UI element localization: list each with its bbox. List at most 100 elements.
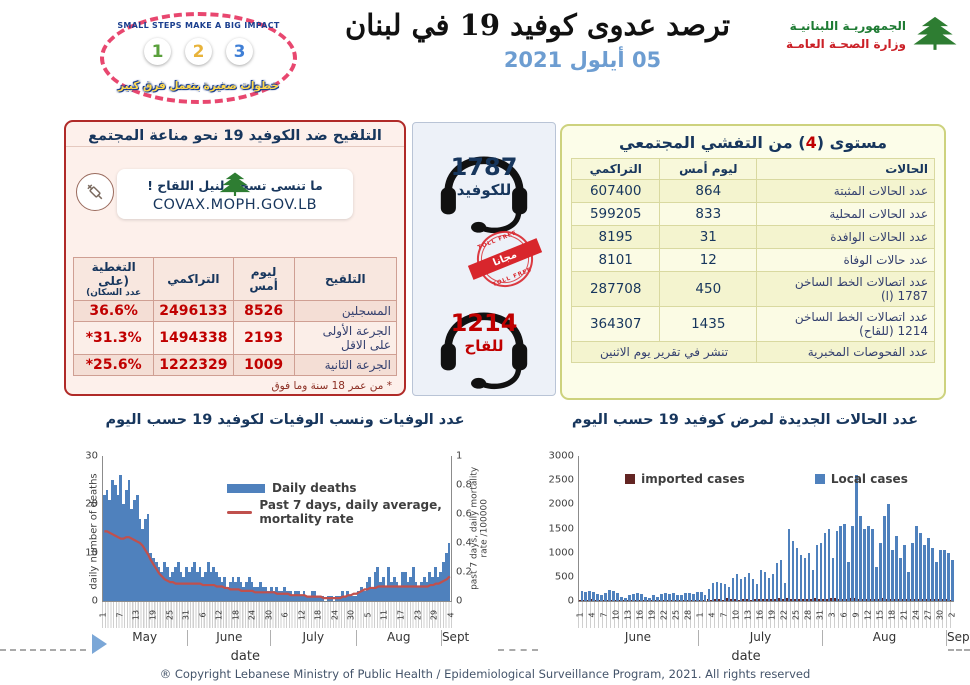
moph-logo-line2: وزارة الصحـة العامـة	[785, 37, 906, 51]
deaths-xaxis-ticks: 1 7 13 19 25 31 6 12 18 24 30 6 12 18 24 30 5 11 17 23 29 4	[99, 602, 455, 628]
row-yesterday: 31	[659, 225, 758, 249]
covid-hotline-number: 1787	[450, 153, 518, 181]
dashed-guide-left	[0, 649, 86, 651]
imported-cases-swatch	[625, 474, 636, 484]
dashed-guide-right	[948, 649, 970, 651]
row-cumulative: 607400	[570, 179, 661, 203]
deaths-chart-legend: Daily deaths Past 7 days, daily average,…	[223, 476, 451, 531]
row-label: المسجلين	[293, 300, 398, 322]
moph-logo: الجمهوريـة اللبنانيـة وزارة الصحـة العام…	[786, 14, 958, 56]
deaths-yaxis-label: daily number of deaths	[88, 473, 100, 590]
headset-icon	[440, 312, 528, 390]
row-cumulative: 1222329	[153, 354, 234, 376]
vaccination-panel: التلقيح ضد الكوفيد 19 نحو مناعة المجتمع	[64, 120, 406, 396]
badge-steps: 1 2 3	[96, 38, 301, 65]
dashed-guide-middle	[498, 649, 538, 651]
row-yesterday: 8526	[232, 300, 295, 322]
small-steps-badge: SMALL STEPS MAKE A BIG IMPACT 1 2 3 خطوا…	[96, 8, 301, 108]
covax-area: ما تنسى تسجل لنيل اللقاح ! COVAX.MOPH.GO…	[66, 169, 404, 257]
row-label: عدد اتصالات الخط الساخن 1787 (ا)	[756, 271, 935, 307]
row-yesterday: 1435	[659, 306, 758, 342]
local-cases-swatch	[814, 474, 825, 484]
vaccination-panel-title: التلقيح ضد الكوفيد 19 نحو مناعة المجتمع	[66, 122, 404, 147]
slide-arrow-icon	[92, 634, 107, 654]
table-row: الجرعة الثانية 1009 1222329 *25.6%	[72, 354, 398, 376]
mortality-yaxis-label: past 7 days, daily mortality rate /10000…	[469, 466, 490, 590]
col-yesterday: ليوم أمس	[232, 257, 295, 301]
table-row: عدد الحالات المحلية 833 599205	[570, 202, 935, 226]
covid-hotline-label: للكوفيد	[456, 181, 512, 199]
deaths-chart: daily number of deaths past 7 days, dail…	[60, 438, 512, 666]
row-cumulative: 1494338	[153, 321, 234, 355]
row-coverage: *31.3%	[72, 321, 155, 355]
row-cumulative: 364307	[570, 306, 661, 342]
cases-chart: imported cases Local cases 0 500 1000 1500 2…	[528, 438, 970, 666]
outbreak-panel: مستوى (4) من التفشي المجتمعي الحالات ليو…	[560, 124, 946, 400]
vaccine-hotline: 1214 للقاح	[425, 285, 543, 393]
row-note: تنشر في تقرير يوم الاثنين	[570, 341, 758, 363]
col-cumulative: التراكمي	[570, 158, 661, 180]
table-row: المسجلين 8526 2496133 36.6%	[72, 300, 398, 322]
covid-hotline: 1787 للكوفيد	[425, 129, 543, 237]
mortality-rate-line	[103, 456, 451, 601]
deaths-month-labels: May June July Aug Sept	[132, 630, 470, 646]
badge-ring	[100, 12, 297, 104]
legend-daily-deaths: Daily deaths	[272, 481, 357, 495]
table-row: عدد حالات الوفاة 12 8101	[570, 248, 935, 272]
copyright-text: ® Copyright Lebanese Ministry of Public …	[159, 667, 811, 681]
col-cases: الحالات	[756, 158, 935, 180]
vaccination-table: التلقيح ليوم أمس التراكمي التغطية (على عد…	[72, 257, 398, 376]
outbreak-panel-title: مستوى (4) من التفشي المجتمعي	[619, 133, 887, 152]
table-row: عدد الحالات المثبتة 864 607400	[570, 179, 935, 203]
col-yesterday: ليوم أمس	[659, 158, 758, 180]
moph-logo-text: الجمهوريـة اللبنانيـة وزارة الصحـة العام…	[786, 17, 906, 53]
row-yesterday: 2193	[232, 321, 295, 355]
col-cumulative: التراكمي	[153, 257, 234, 301]
table-row: الجرعة الأولى على الاقل 2193 1494338 *31…	[72, 321, 398, 355]
vaccination-footnote: * من عمر 18 سنة وما فوق	[271, 380, 392, 392]
step-3-icon: 3	[226, 38, 253, 65]
vaccine-hotline-label: للقاح	[464, 337, 504, 355]
legend-local-cases: Local cases	[830, 472, 908, 486]
cases-xaxis-ticks: 1 4 7 10 13 16 19 22 25 28 1 4 7 10 13 16 19 22 25 28 31 3 6 9 1…	[575, 602, 957, 628]
table-row: عدد الحالات الوافدة 31 8195	[570, 225, 935, 249]
hotlines-panel: 1787 للكوفيد TOLL FREE مجانا TOLL FREE 1…	[412, 122, 556, 396]
badge-bottom-text: خطوات صغيرة بتعمل فرق كبير	[118, 80, 279, 92]
cases-table: الحالات ليوم أمس التراكمي عدد الحالات ال…	[570, 158, 935, 363]
new-cases-bars	[579, 456, 954, 601]
row-label: عدد الحالات المحلية	[756, 202, 935, 226]
daily-deaths-swatch	[227, 483, 265, 493]
table-row: عدد الفحوصات المخبرية تنشر في تقرير يوم …	[570, 341, 935, 363]
table-row: عدد اتصالات الخط الساخن 1214 (للقاح) 143…	[570, 306, 935, 342]
covax-link[interactable]: COVAX.MOPH.GOV.LB	[152, 197, 318, 213]
vaccine-hotline-number: 1214	[450, 309, 518, 337]
cedar-tree-icon	[912, 14, 958, 56]
row-label: الجرعة الثانية	[293, 354, 398, 376]
outbreak-level: 4	[805, 133, 817, 152]
table-header-row: التلقيح ليوم أمس التراكمي التغطية (على عد…	[72, 257, 398, 301]
syringe-icon	[76, 173, 114, 211]
row-yesterday: 450	[659, 271, 758, 307]
legend-mortality-rate: Past 7 days, daily average, mortality ra…	[259, 498, 442, 526]
row-yesterday: 864	[659, 179, 758, 203]
header-title-block: ترصد عدوى كوفيد 19 في لبنان 05 أيلول 202…	[305, 8, 770, 72]
row-coverage: *25.6%	[72, 354, 155, 376]
moph-logo-line1: الجمهوريـة اللبنانيـة	[789, 19, 906, 33]
row-label: عدد الحالات المثبتة	[756, 179, 935, 203]
cedar-tree-icon	[66, 172, 404, 196]
mortality-line-swatch	[227, 510, 253, 514]
row-label: عدد اتصالات الخط الساخن 1214 (للقاح)	[756, 306, 935, 342]
step-1-icon: 1	[144, 38, 171, 65]
cases-xaxis-title: date	[731, 649, 761, 664]
cases-chart-title: عدد الحالات الجديدة لمرض كوفيد 19 حسب ال…	[571, 412, 919, 428]
cases-plot-area: imported cases Local cases 0 500 1000 1500 2…	[549, 451, 954, 607]
report-date: 05 أيلول 2021	[503, 48, 662, 72]
cases-chart-legend: imported cases Local cases	[579, 472, 954, 486]
badge-top-text: SMALL STEPS MAKE A BIG IMPACT	[117, 21, 280, 30]
row-label: عدد الفحوصات المخبرية	[756, 341, 935, 363]
legend-imported-cases: imported cases	[641, 472, 745, 486]
row-yesterday: 833	[659, 202, 758, 226]
headset-icon	[440, 156, 528, 234]
